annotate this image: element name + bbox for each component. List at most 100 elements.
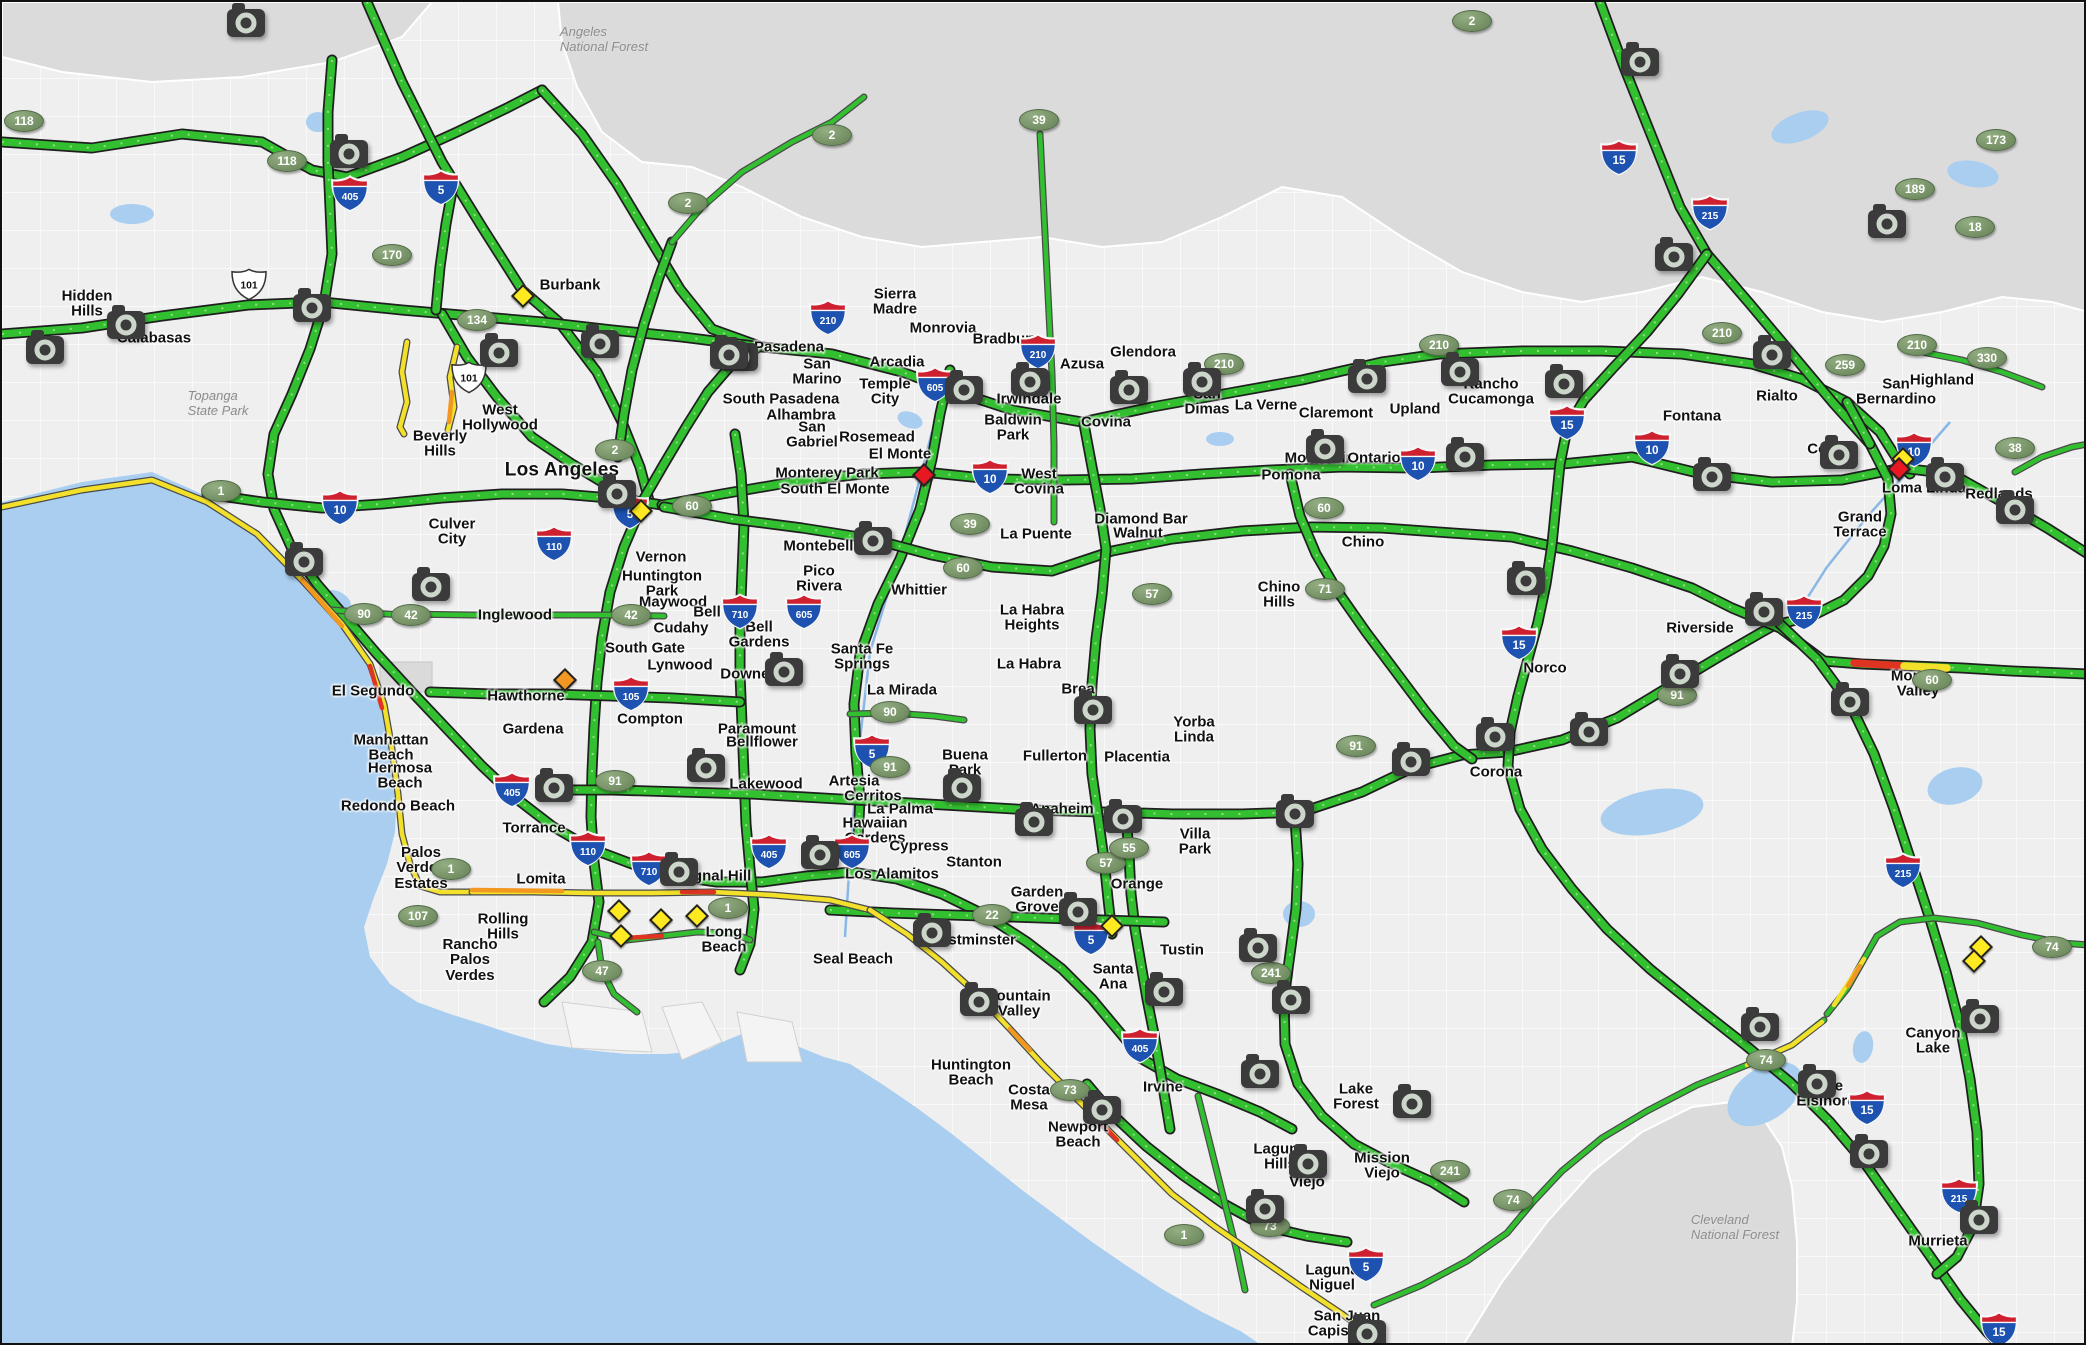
state-route-shield-icon: 241	[1251, 962, 1291, 984]
route-shield-i-710: 710	[629, 850, 669, 893]
camera-icon[interactable]	[1961, 999, 1999, 1033]
svg-text:101: 101	[460, 373, 478, 384]
camera-icon[interactable]	[1239, 928, 1277, 962]
camera-icon[interactable]	[1545, 364, 1583, 398]
camera-icon[interactable]	[26, 330, 64, 364]
camera-icon[interactable]	[1831, 682, 1869, 716]
camera-icon[interactable]	[1392, 742, 1430, 776]
camera-icon[interactable]	[1655, 237, 1693, 271]
camera-icon[interactable]	[854, 521, 892, 555]
camera-icon[interactable]	[107, 305, 145, 339]
camera-icon[interactable]	[1246, 1189, 1284, 1223]
camera-icon[interactable]	[1348, 359, 1386, 393]
camera-icon[interactable]	[1183, 362, 1221, 396]
congestion-segment-pch-north-red	[367, 663, 385, 711]
yellow-diamond-incident-icon[interactable]	[606, 898, 632, 924]
camera-icon[interactable]	[293, 288, 331, 322]
state-route-shield-icon: 2	[1452, 10, 1492, 32]
camera-icon[interactable]	[660, 852, 698, 886]
camera-icon[interactable]	[1996, 490, 2034, 524]
camera-icon[interactable]	[1011, 362, 1049, 396]
yellow-diamond-incident-icon[interactable]	[684, 903, 710, 929]
camera-icon[interactable]	[1306, 429, 1344, 463]
camera-icon[interactable]	[1446, 437, 1484, 471]
interstate-shield-icon: 215	[1785, 594, 1823, 631]
camera-icon[interactable]	[1820, 435, 1858, 469]
congestion-segment-pch-lomita-orange	[469, 887, 565, 894]
interstate-shield-icon: 5	[1072, 919, 1110, 956]
camera-icon[interactable]	[1868, 204, 1906, 238]
svg-text:5: 5	[1363, 1261, 1370, 1274]
camera-icon[interactable]	[330, 134, 368, 168]
camera-icon[interactable]	[1074, 690, 1112, 724]
route-shield-i-215: 215	[1883, 852, 1923, 895]
camera-icon[interactable]	[1059, 892, 1097, 926]
state-route-shield-icon: 90	[344, 603, 384, 625]
camera-icon[interactable]	[535, 768, 573, 802]
state-route-shield-icon: 210	[1419, 334, 1459, 356]
city-label-cudahy: Cudahy	[653, 619, 709, 637]
route-shield-i-15: 15	[1599, 139, 1639, 182]
camera-icon[interactable]	[1241, 1054, 1279, 1088]
camera-icon[interactable]	[945, 370, 983, 404]
camera-icon[interactable]	[1621, 42, 1659, 76]
city-label-azusa: Azusa	[1059, 355, 1105, 373]
svg-text:710: 710	[732, 610, 749, 621]
city-label-paramount: Paramount	[717, 720, 797, 738]
camera-icon[interactable]	[1745, 592, 1783, 626]
camera-icon[interactable]	[913, 913, 951, 947]
camera-icon[interactable]	[480, 333, 518, 367]
camera-icon[interactable]	[412, 567, 450, 601]
camera-icon[interactable]	[943, 768, 981, 802]
camera-icon[interactable]	[598, 474, 636, 508]
camera-icon[interactable]	[1441, 352, 1479, 386]
city-label-pico-rivera: Pico Rivera	[796, 562, 842, 595]
interstate-shield-icon: 710	[630, 850, 668, 887]
camera-icon[interactable]	[285, 542, 323, 576]
camera-icon[interactable]	[1693, 457, 1731, 491]
camera-icon[interactable]	[1110, 370, 1148, 404]
city-label-santa-ana: Santa Ana	[1092, 960, 1134, 993]
camera-icon[interactable]	[960, 982, 998, 1016]
yellow-diamond-incident-icon[interactable]	[510, 283, 536, 309]
camera-icon[interactable]	[227, 3, 265, 37]
yellow-diamond-incident-icon[interactable]	[608, 923, 634, 949]
camera-icon[interactable]	[1926, 457, 1964, 491]
camera-icon[interactable]	[1393, 1084, 1431, 1118]
camera-icon[interactable]	[1476, 717, 1514, 751]
interstate-shield-icon: 605	[785, 593, 823, 630]
camera-icon[interactable]	[1104, 799, 1142, 833]
camera-icon[interactable]	[1570, 712, 1608, 746]
camera-icon[interactable]	[1083, 1090, 1121, 1124]
camera-icon[interactable]	[687, 748, 725, 782]
camera-icon[interactable]	[1272, 980, 1310, 1014]
camera-icon[interactable]	[581, 324, 619, 358]
camera-icon[interactable]	[1753, 335, 1791, 369]
route-shield-s-73: 73	[1050, 1079, 1090, 1101]
state-route-shield-icon: 134	[457, 309, 497, 331]
camera-icon[interactable]	[1145, 972, 1183, 1006]
camera-icon[interactable]	[1507, 561, 1545, 595]
camera-icon[interactable]	[1661, 654, 1699, 688]
svg-text:405: 405	[342, 192, 359, 203]
orange-diamond-incident-icon[interactable]	[552, 667, 578, 693]
camera-icon[interactable]	[1276, 794, 1314, 828]
camera-icon[interactable]	[1741, 1007, 1779, 1041]
camera-icon[interactable]	[1850, 1134, 1888, 1168]
route-shield-s-38: 38	[1995, 437, 2035, 459]
state-route-shield-icon: 173	[1976, 129, 2016, 151]
camera-icon[interactable]	[1960, 1200, 1998, 1234]
camera-icon[interactable]	[1348, 1314, 1386, 1343]
yellow-diamond-incident-icon[interactable]	[648, 907, 674, 933]
red-diamond-incident-icon[interactable]	[911, 462, 937, 488]
camera-icon[interactable]	[1015, 802, 1053, 836]
city-label-south-gate: South Gate	[604, 639, 686, 657]
camera-icon[interactable]	[1289, 1144, 1327, 1178]
route-shield-s-210: 210	[1897, 334, 1937, 356]
camera-icon[interactable]	[710, 335, 748, 369]
camera-icon[interactable]	[1798, 1064, 1836, 1098]
city-label-chino-hills: Chino Hills	[1257, 578, 1301, 611]
camera-icon[interactable]	[765, 652, 803, 686]
camera-icon[interactable]	[801, 835, 839, 869]
